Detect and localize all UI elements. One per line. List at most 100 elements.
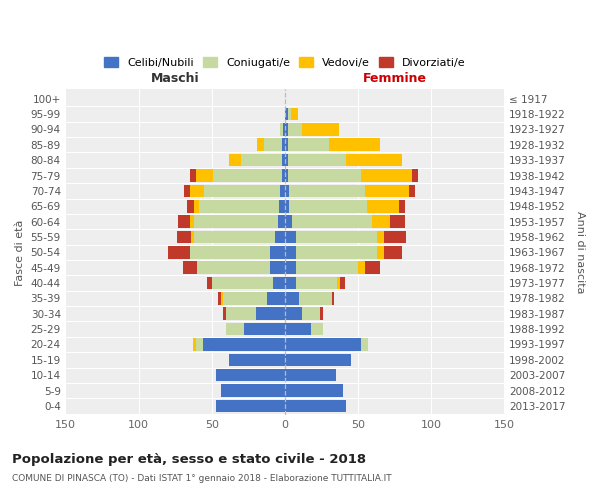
Bar <box>196 338 203 351</box>
Bar <box>273 276 285 289</box>
Bar <box>296 276 337 289</box>
Text: Popolazione per età, sesso e stato civile - 2018: Popolazione per età, sesso e stato civil… <box>12 452 366 466</box>
Bar <box>275 230 285 243</box>
Y-axis label: Anni di nascita: Anni di nascita <box>575 211 585 294</box>
Bar <box>190 246 270 258</box>
Text: COMUNE DI PINASCA (TO) - Dati ISTAT 1° gennaio 2018 - Elaborazione TUTTITALIA.IT: COMUNE DI PINASCA (TO) - Dati ISTAT 1° g… <box>12 474 392 483</box>
Bar <box>377 246 384 258</box>
Bar <box>346 154 401 166</box>
Bar <box>320 308 323 320</box>
Bar <box>221 292 223 304</box>
Bar <box>216 369 285 382</box>
Bar <box>212 276 273 289</box>
Bar <box>194 230 275 243</box>
Bar <box>361 169 412 182</box>
Bar <box>288 154 346 166</box>
Bar <box>279 200 285 212</box>
Bar <box>373 216 390 228</box>
Bar <box>288 169 361 182</box>
Bar <box>196 169 213 182</box>
Bar <box>285 154 288 166</box>
Bar <box>229 154 241 166</box>
Bar <box>283 123 285 136</box>
Bar <box>390 216 404 228</box>
Bar <box>285 169 288 182</box>
Bar <box>223 308 226 320</box>
Bar <box>288 138 329 151</box>
Bar <box>302 308 320 320</box>
Bar <box>216 400 285 412</box>
Bar <box>412 169 418 182</box>
Bar <box>384 230 406 243</box>
Bar <box>285 292 299 304</box>
Bar <box>184 184 190 197</box>
Bar <box>241 154 282 166</box>
Bar <box>178 216 190 228</box>
Bar <box>267 292 285 304</box>
Bar <box>191 230 194 243</box>
Bar <box>311 323 323 336</box>
Bar <box>282 154 285 166</box>
Bar <box>282 169 285 182</box>
Bar <box>285 216 292 228</box>
Bar <box>280 123 283 136</box>
Bar <box>265 138 282 151</box>
Bar <box>365 184 409 197</box>
Bar <box>296 246 377 258</box>
Bar <box>223 292 267 304</box>
Bar <box>229 354 285 366</box>
Bar <box>299 292 332 304</box>
Bar <box>285 354 350 366</box>
Bar <box>285 400 346 412</box>
Bar <box>278 216 285 228</box>
Bar <box>285 138 288 151</box>
Bar <box>208 276 212 289</box>
Bar <box>292 216 373 228</box>
Bar <box>244 323 285 336</box>
Bar <box>194 216 278 228</box>
Bar <box>340 276 345 289</box>
Bar <box>285 323 311 336</box>
Bar <box>199 200 279 212</box>
Bar <box>190 216 194 228</box>
Bar <box>218 292 221 304</box>
Bar <box>182 262 197 274</box>
Bar <box>187 200 194 212</box>
Bar <box>285 108 288 120</box>
Bar <box>409 184 415 197</box>
Bar <box>282 138 285 151</box>
Bar <box>270 246 285 258</box>
Bar <box>288 123 302 136</box>
Bar <box>285 200 289 212</box>
Bar <box>329 138 380 151</box>
Bar <box>285 369 336 382</box>
Bar <box>367 200 399 212</box>
Bar <box>332 292 334 304</box>
Bar <box>280 184 285 197</box>
Bar <box>358 262 365 274</box>
Bar <box>176 230 191 243</box>
Bar <box>290 108 298 120</box>
Bar <box>289 200 367 212</box>
Bar <box>337 276 340 289</box>
Text: Femmine: Femmine <box>362 72 427 85</box>
Bar <box>270 262 285 274</box>
Bar <box>399 200 404 212</box>
Bar <box>285 184 289 197</box>
Bar <box>205 184 280 197</box>
Bar <box>256 308 285 320</box>
Bar <box>213 169 282 182</box>
Bar <box>285 276 296 289</box>
Bar <box>257 138 265 151</box>
Bar <box>377 230 384 243</box>
Bar <box>226 308 256 320</box>
Bar <box>285 338 361 351</box>
Bar <box>302 123 339 136</box>
Bar <box>285 123 288 136</box>
Bar <box>288 108 290 120</box>
Bar <box>296 262 358 274</box>
Bar <box>361 338 368 351</box>
Bar <box>365 262 380 274</box>
Bar <box>190 169 196 182</box>
Legend: Celibi/Nubili, Coniugati/e, Vedovi/e, Divorziati/e: Celibi/Nubili, Coniugati/e, Vedovi/e, Di… <box>99 52 470 72</box>
